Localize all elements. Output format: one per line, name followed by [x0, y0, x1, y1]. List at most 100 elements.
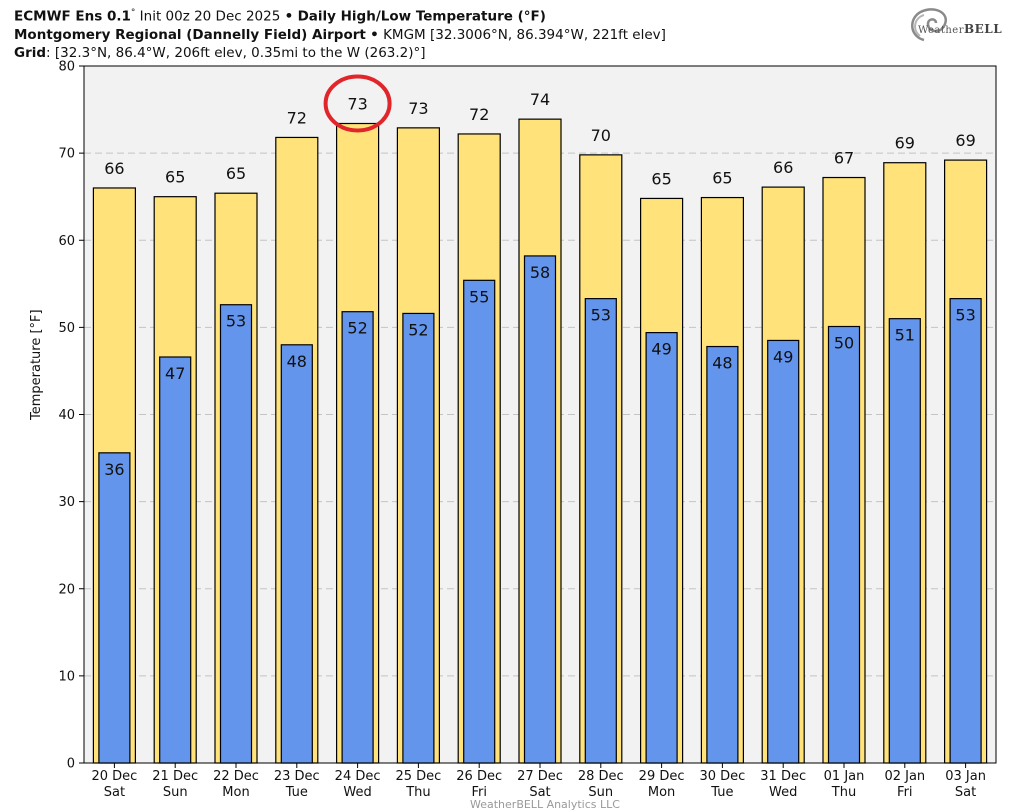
- x-tick-weekday: Tue: [285, 785, 308, 800]
- logo-brand-prefix: Weather: [918, 25, 964, 36]
- low-bar: [949, 298, 982, 764]
- high-value-label: 73: [408, 99, 428, 118]
- y-tick-label-30: 30: [58, 495, 75, 510]
- high-value-label: 66: [104, 159, 124, 178]
- high-value-label: 73: [347, 95, 367, 114]
- x-tick-weekday: Fri: [897, 785, 913, 800]
- weatherbell-logo: [911, 8, 947, 42]
- low-value-label: 53: [955, 306, 975, 325]
- low-value-label: 53: [591, 306, 611, 325]
- high-value-label: 66: [773, 158, 793, 177]
- high-value-label: 72: [469, 105, 489, 124]
- grid-info: : [32.3°N, 86.4°W, 206ft elev, 0.35mi to…: [46, 44, 426, 61]
- high-value-label: 65: [651, 169, 671, 188]
- x-tick-date: 25 Dec: [395, 769, 441, 784]
- x-tick-date: 22 Dec: [213, 769, 259, 784]
- y-tick-label-20: 20: [58, 582, 75, 597]
- x-tick-weekday: Sat: [955, 785, 976, 800]
- x-tick-date: 29 Dec: [639, 769, 685, 784]
- y-tick-label-50: 50: [58, 321, 75, 336]
- low-value-label: 55: [469, 287, 489, 306]
- low-bar: [706, 345, 739, 764]
- high-value-label: 69: [955, 131, 975, 150]
- x-tick-weekday: Fri: [471, 785, 487, 800]
- header-line-3: Grid: [32.3°N, 86.4°W, 206ft elev, 0.35m…: [14, 44, 666, 62]
- x-tick-date: 26 Dec: [456, 769, 502, 784]
- header-line-2: Montgomery Regional (Dannelly Field) Air…: [14, 26, 666, 44]
- station-name: Montgomery Regional (Dannelly Field) Air…: [14, 26, 366, 43]
- x-tick-weekday: Sat: [104, 785, 125, 800]
- x-tick-weekday: Sat: [529, 785, 550, 800]
- low-bar: [827, 325, 861, 764]
- low-bar: [159, 356, 192, 764]
- init-time: Init 00z 20 Dec 2025: [139, 8, 281, 25]
- x-tick-weekday: Mon: [648, 785, 675, 800]
- bullet-2: •: [370, 26, 379, 43]
- x-tick-date: 01 Jan: [824, 769, 865, 784]
- low-bar: [888, 318, 921, 764]
- high-value-label: 67: [834, 149, 854, 168]
- x-tick-date: 27 Dec: [517, 769, 563, 784]
- x-tick-weekday: Tue: [710, 785, 733, 800]
- x-tick-date: 30 Dec: [699, 769, 745, 784]
- model-degree: °: [130, 8, 136, 18]
- low-bar: [280, 344, 313, 764]
- high-value-label: 65: [712, 169, 732, 188]
- x-tick-weekday: Thu: [405, 785, 430, 800]
- x-tick-date: 28 Dec: [578, 769, 624, 784]
- x-tick-date: 24 Dec: [335, 769, 381, 784]
- x-tick-weekday: Mon: [222, 785, 249, 800]
- high-value-label: 74: [530, 90, 550, 109]
- y-tick-label-0: 0: [67, 757, 75, 772]
- x-tick-weekday: Sun: [163, 785, 188, 800]
- low-bar: [219, 304, 253, 764]
- y-tick-label-70: 70: [58, 147, 75, 162]
- y-tick-label-80: 80: [58, 60, 75, 75]
- y-tick-label-10: 10: [58, 669, 75, 684]
- low-value-label: 49: [773, 347, 793, 366]
- x-tick-weekday: Thu: [831, 785, 856, 800]
- x-tick-date: 21 Dec: [152, 769, 198, 784]
- low-value-label: 48: [712, 354, 732, 373]
- highlight-circle: [323, 74, 392, 133]
- low-value-label: 49: [651, 340, 671, 359]
- plot-frame: [83, 65, 997, 764]
- station-info: KMGM [32.3006°N, 86.394°W, 221ft elev]: [383, 26, 666, 43]
- chart-header: ECMWF Ens 0.1° Init 00z 20 Dec 2025 • Da…: [14, 4, 666, 62]
- low-bar: [645, 332, 678, 764]
- high-value-label: 65: [226, 164, 246, 183]
- low-value-label: 47: [165, 364, 185, 383]
- low-value-label: 48: [287, 352, 307, 371]
- high-value-label: 70: [591, 126, 611, 145]
- grid-label: Grid: [14, 44, 47, 61]
- low-value-label: 52: [347, 319, 367, 338]
- low-bar: [523, 255, 557, 764]
- low-bar: [341, 311, 374, 764]
- y-tick-label-40: 40: [58, 408, 75, 423]
- low-value-label: 36: [104, 460, 124, 479]
- high-value-label: 72: [287, 108, 307, 127]
- low-value-label: 50: [834, 334, 854, 353]
- x-tick-weekday: Wed: [343, 785, 371, 800]
- high-value-label: 65: [165, 168, 185, 187]
- low-bar: [584, 298, 617, 764]
- footer-credit: WeatherBELL Analytics LLC: [470, 798, 620, 811]
- high-value-label: 69: [895, 134, 915, 153]
- low-bar: [98, 452, 131, 764]
- x-tick-date: 20 Dec: [91, 769, 137, 784]
- model-name: ECMWF Ens 0.1: [14, 8, 131, 25]
- y-axis-label: Temperature [°F]: [29, 309, 44, 420]
- low-value-label: 58: [530, 263, 550, 282]
- x-tick-date: 03 Jan: [945, 769, 986, 784]
- header-line-1: ECMWF Ens 0.1° Init 00z 20 Dec 2025 • Da…: [14, 4, 666, 26]
- x-tick-date: 23 Dec: [274, 769, 320, 784]
- logo-text: WeatherBELL: [918, 22, 1002, 36]
- low-bar: [402, 312, 435, 764]
- x-tick-date: 31 Dec: [760, 769, 806, 784]
- x-tick-weekday: Wed: [769, 785, 797, 800]
- y-tick-label-60: 60: [58, 234, 75, 249]
- bullet-1: •: [284, 8, 294, 25]
- low-bar: [463, 279, 496, 764]
- low-value-label: 52: [408, 320, 428, 339]
